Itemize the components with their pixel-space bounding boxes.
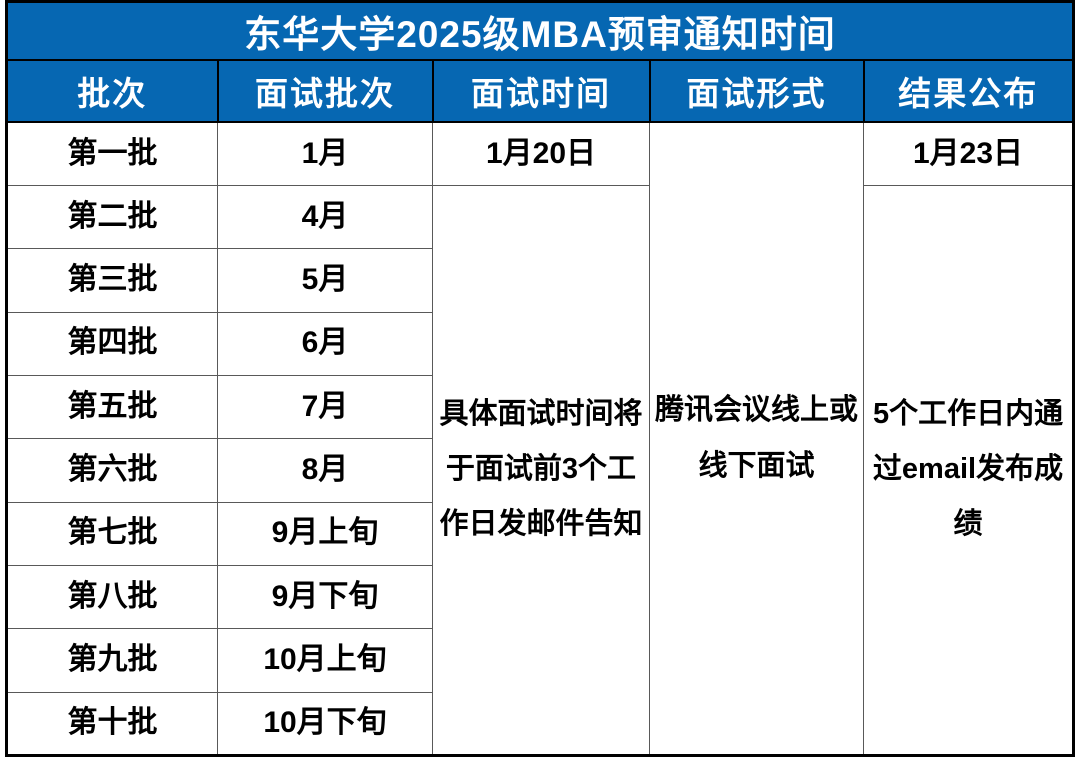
table-row: 第九批 10月上旬	[6, 628, 1074, 693]
col-header-interview-time: 面试时间	[431, 60, 651, 123]
mba-schedule-table: 东华大学2025级MBA预审通知时间 批次 面试批次 面试时间 面试形式 结果公…	[5, 0, 1076, 757]
col-header-result-publish: 结果公布	[862, 60, 1075, 123]
interview-time-cell: 1月20日	[432, 121, 650, 186]
table-title: 东华大学2025级MBA预审通知时间	[6, 1, 1074, 61]
table-row: 第三批 5月	[6, 248, 1074, 313]
interview-batch-cell: 10月下旬	[217, 691, 433, 757]
batch-cell: 第八批	[6, 564, 218, 630]
table-row: 第一批 1月 1月20日 腾讯会议线上或线下面试 1月23日	[6, 121, 1075, 756]
batch-cell: 第六批	[6, 438, 218, 503]
batch-cell: 第五批	[6, 374, 218, 440]
batch-cell: 第三批	[6, 248, 218, 313]
batch-cell: 第四批	[6, 311, 218, 376]
batch-cell: 第七批	[6, 501, 218, 566]
title-row: 东华大学2025级MBA预审通知时间	[6, 1, 1074, 61]
interview-batch-cell: 9月下旬	[217, 564, 433, 630]
table-row: 第六批 8月	[6, 438, 1074, 503]
interview-batch-cell: 7月	[217, 374, 433, 440]
batch-cell: 第九批	[6, 628, 218, 693]
table-row: 第十批 10月下旬	[6, 691, 1074, 757]
interview-batch-cell: 6月	[217, 311, 433, 376]
header-row: 批次 面试批次 面试时间 面试形式 结果公布	[5, 60, 1075, 123]
col-header-interview-batch: 面试批次	[216, 60, 434, 123]
table-row: 第二批 4月 具体面试时间将于面试前3个工作日发邮件告知 5个工作日内通过ema…	[6, 184, 1075, 757]
table-row: 第七批 9月上旬	[6, 501, 1074, 566]
table-row: 第八批 9月下旬	[6, 564, 1074, 630]
interview-batch-cell: 10月上旬	[217, 628, 433, 693]
result-merged-cell: 5个工作日内通过email发布成绩	[862, 184, 1075, 757]
interview-format-merged-cell: 腾讯会议线上或线下面试	[649, 121, 864, 756]
interview-batch-cell: 5月	[217, 248, 433, 313]
col-header-batch: 批次	[5, 60, 219, 123]
batch-cell: 第十批	[6, 691, 218, 757]
col-header-interview-format: 面试形式	[648, 60, 865, 123]
interview-batch-cell: 1月	[217, 121, 433, 186]
interview-batch-cell: 9月上旬	[217, 501, 433, 566]
table-row: 第五批 7月	[6, 374, 1074, 440]
interview-batch-cell: 4月	[217, 184, 433, 250]
interview-batch-cell: 8月	[217, 438, 433, 503]
batch-cell: 第二批	[6, 184, 218, 250]
batch-cell: 第一批	[6, 121, 218, 186]
result-cell: 1月23日	[862, 121, 1075, 186]
interview-time-merged-cell: 具体面试时间将于面试前3个工作日发邮件告知	[432, 184, 650, 757]
